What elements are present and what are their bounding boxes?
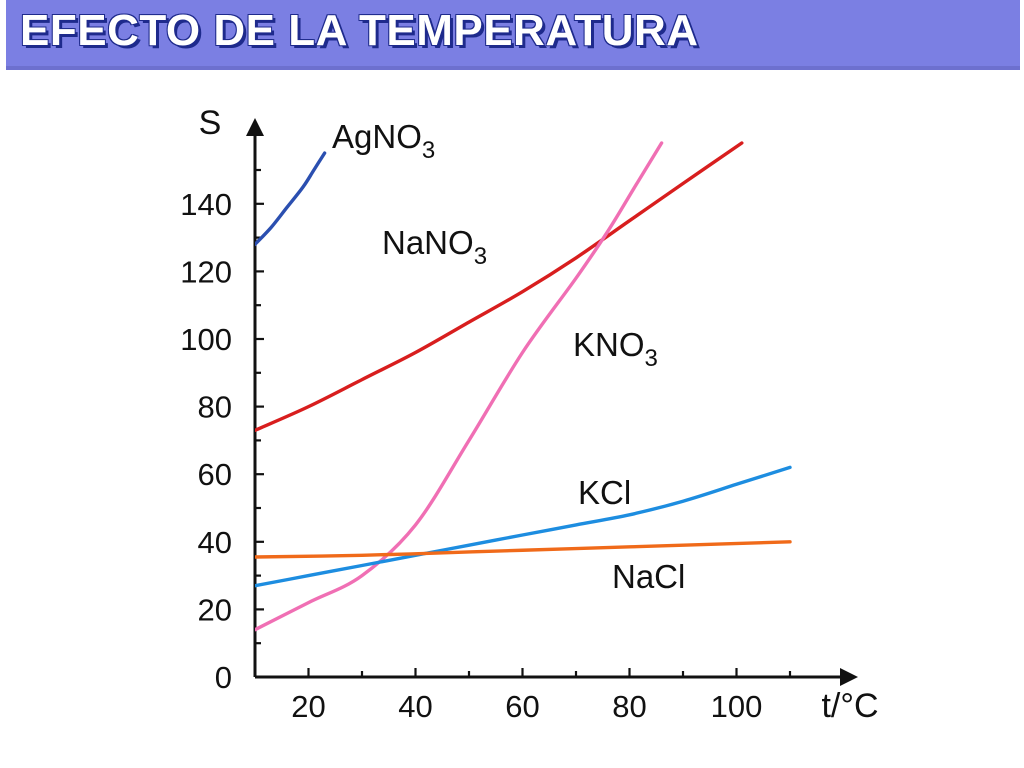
title-bar: EFECTO DE LA TEMPERATURA [6, 0, 1020, 70]
chart-labels: AgNO3 NaNO3 KNO3 KCl NaCl [332, 118, 685, 595]
y-tick-label: 20 [198, 592, 232, 627]
x-tick-label: 60 [505, 689, 539, 724]
y-axis-title: S [199, 104, 222, 142]
y-tick-label: 100 [180, 322, 232, 357]
series-line-nacl [255, 540, 792, 559]
slide-title: EFECTO DE LA TEMPERATURA [20, 6, 699, 55]
x-tick-label: 100 [711, 689, 763, 724]
y-axis-arrow [246, 118, 264, 136]
x-axis-title: t/°C [821, 687, 878, 725]
chart-series [255, 141, 792, 632]
y-tick-label: 0 [215, 660, 232, 695]
series-line-agno3 [255, 151, 327, 247]
series-label-kcl: KCl [578, 474, 631, 511]
y-tick-label: 140 [180, 187, 232, 222]
chart-axes: 0 20 40 60 80 100 120 140 20 40 60 80 100 St/°C [180, 104, 878, 725]
y-tick-label: 120 [180, 254, 232, 289]
series-line-nano3 [255, 141, 744, 432]
y-tick-label: 40 [198, 525, 232, 560]
series-label-kno3: KNO3 [573, 326, 658, 372]
series-label-nacl: NaCl [612, 558, 685, 595]
x-axis-arrow [840, 668, 858, 686]
x-tick-label: 80 [612, 689, 646, 724]
x-tick-label: 20 [291, 689, 325, 724]
series-label-agno3: AgNO3 [332, 118, 435, 164]
series-label-nano3: NaNO3 [382, 224, 487, 270]
series-line-kno3 [255, 141, 664, 632]
y-tick-label: 80 [198, 390, 232, 425]
series-line-kcl [255, 465, 792, 588]
x-tick-label: 40 [398, 689, 432, 724]
y-tick-label: 60 [198, 457, 232, 492]
